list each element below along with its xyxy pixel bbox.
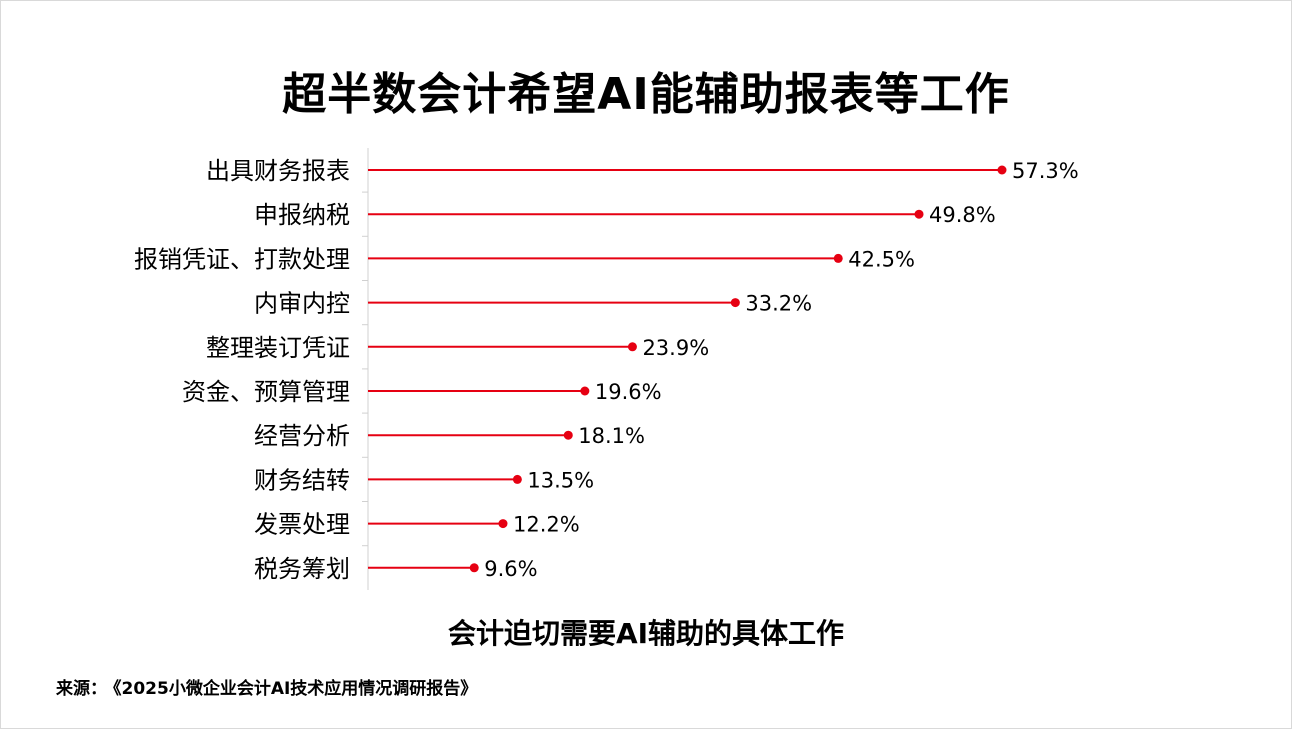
value-label: 49.8% [929,203,996,227]
category-label: 资金、预算管理 [182,378,350,406]
value-label: 57.3% [1012,159,1079,183]
value-label: 18.1% [578,424,645,448]
data-point [469,563,479,573]
value-label: 13.5% [527,468,594,492]
category-label: 出具财务报表 [206,157,350,185]
value-label: 9.6% [484,557,537,581]
category-label: 整理装订凭证 [206,334,350,362]
value-label: 19.6% [595,380,662,404]
data-point [580,386,590,396]
data-point [997,165,1007,175]
data-point [914,209,924,219]
value-label: 23.9% [642,336,709,360]
category-label: 申报纳税 [254,201,350,229]
data-point [498,519,508,529]
value-label: 42.5% [848,247,915,271]
source-label: 来源： [56,679,107,699]
category-label: 财务结转 [254,466,350,494]
chart-subtitle: 会计迫切需要AI辅助的具体工作 [447,617,845,650]
data-point [512,474,522,484]
data-point [833,253,843,263]
category-label: 报销凭证、打款处理 [134,245,350,273]
value-label: 33.2% [745,292,812,316]
chart-title: 超半数会计希望AI能辅助报表等工作 [282,69,1010,120]
category-label: 发票处理 [254,511,350,539]
category-label: 内审内控 [254,290,350,318]
category-label: 税务筹划 [254,555,350,583]
data-point [563,430,573,440]
value-label: 12.2% [513,513,580,537]
category-label: 经营分析 [254,422,350,450]
data-point [627,342,637,352]
source-note: 来源： 《2025小微企业会计AI技术应用情况调研报告》 [56,674,477,699]
data-point [730,298,740,308]
source-text: 《2025小微企业会计AI技术应用情况调研报告》 [113,679,478,699]
